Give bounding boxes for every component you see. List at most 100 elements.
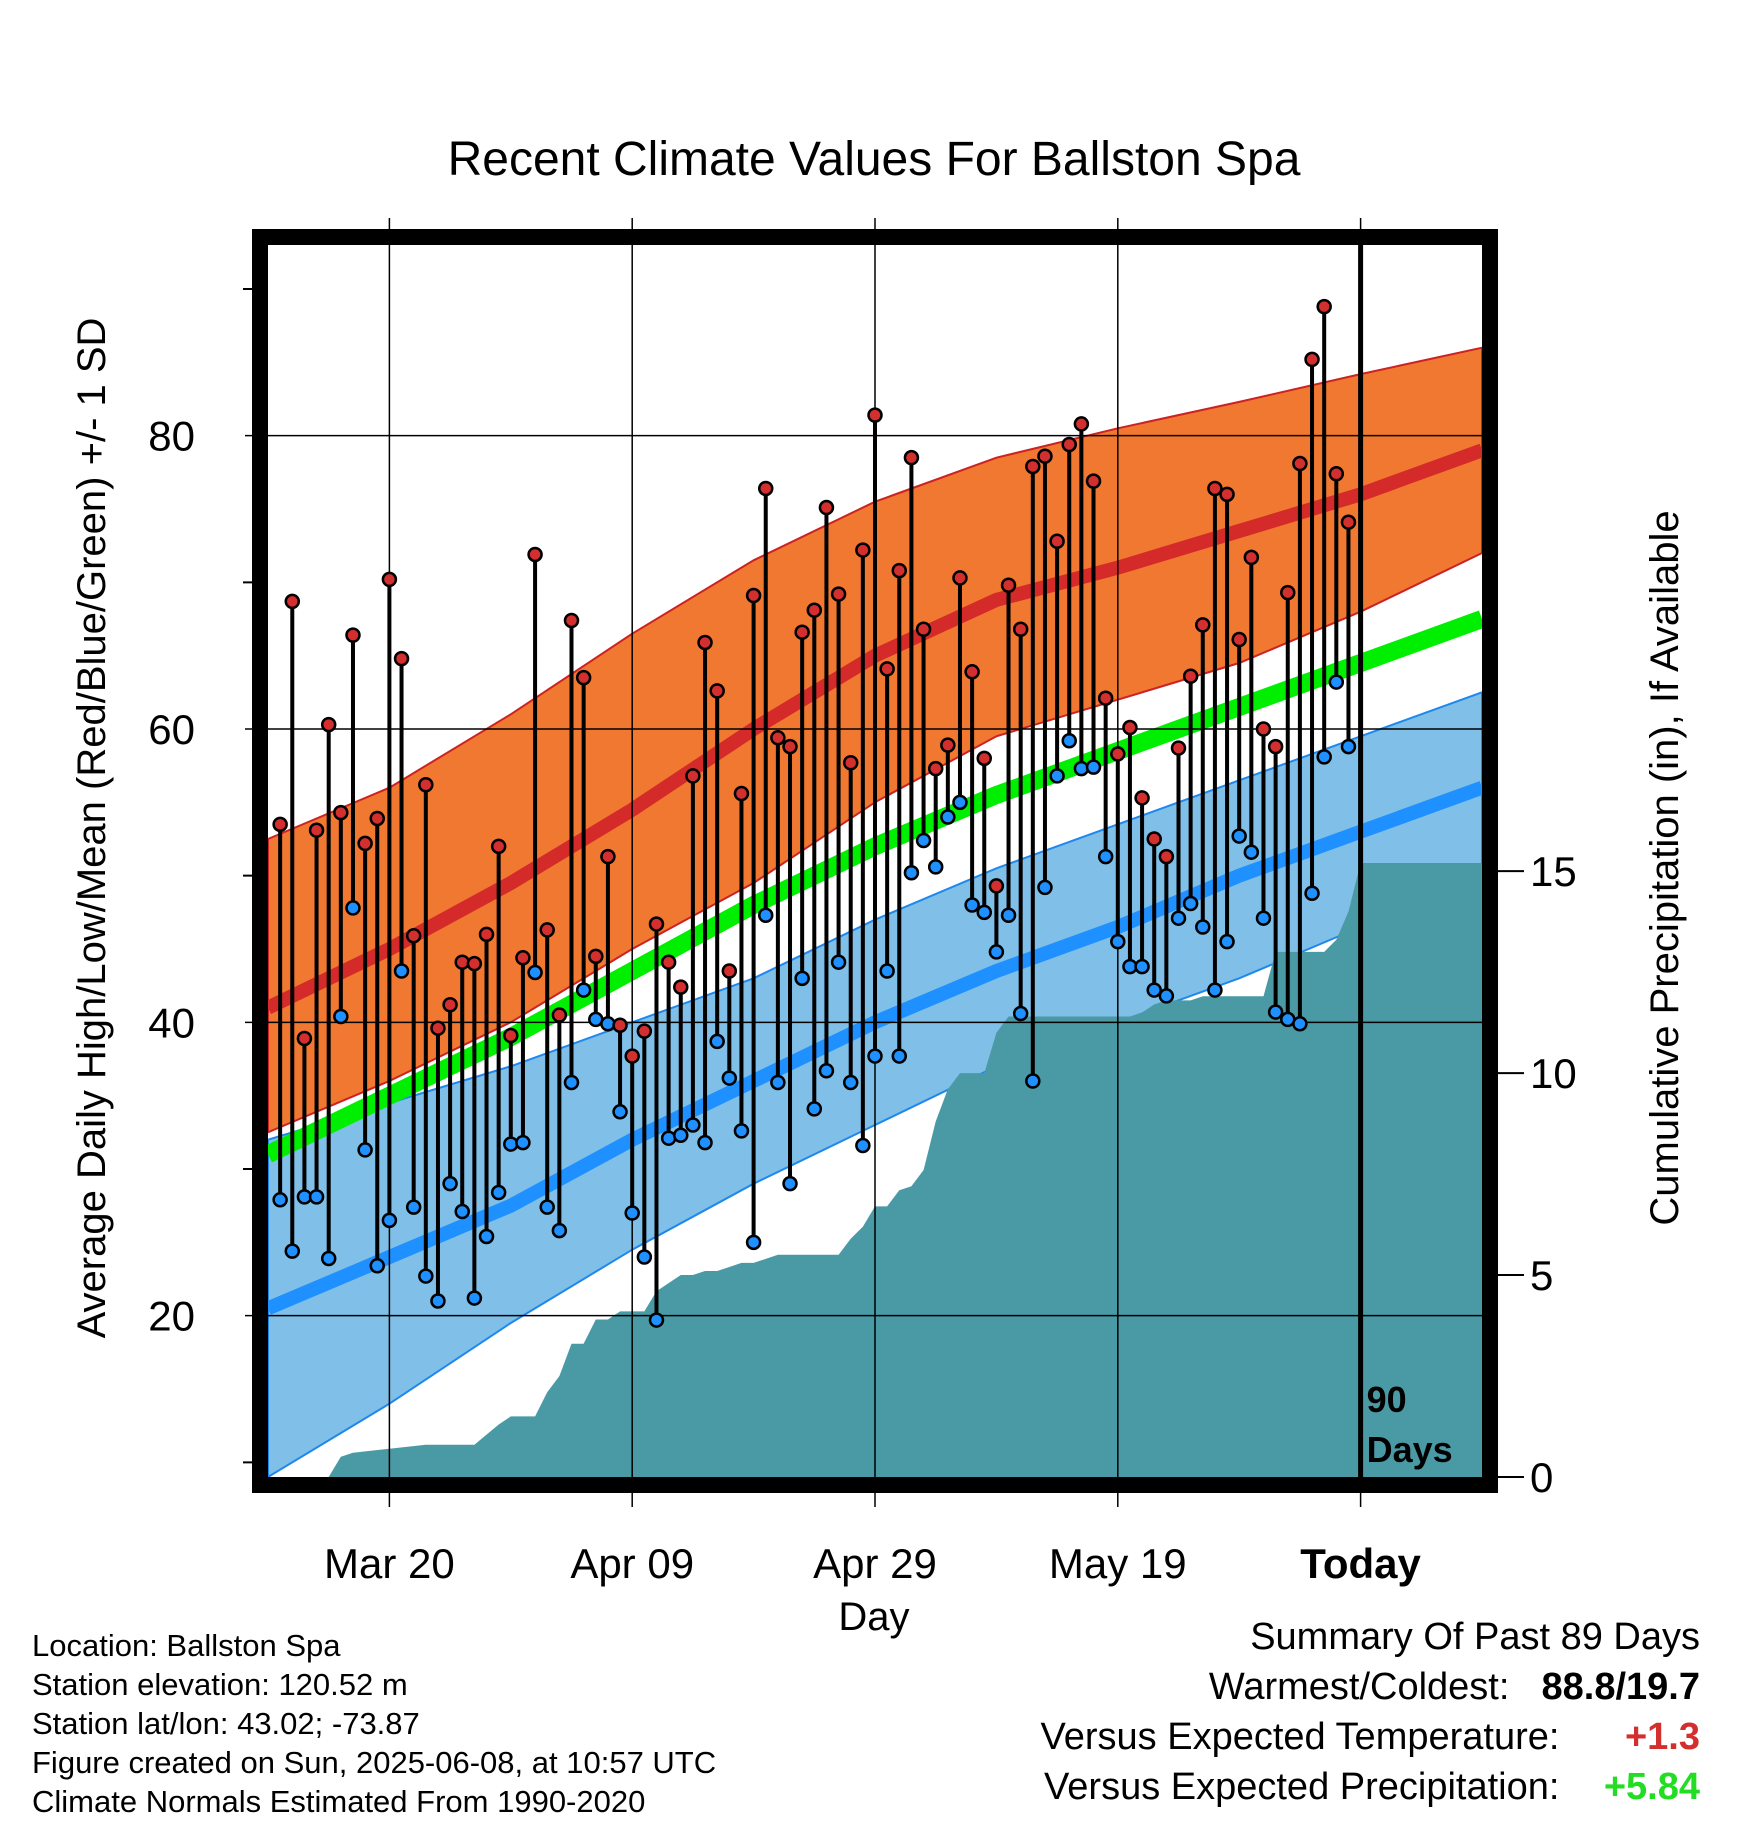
high-point — [940, 737, 956, 753]
high-point — [733, 785, 750, 802]
low-point — [636, 1249, 653, 1265]
high-point — [806, 602, 823, 618]
high-point — [430, 1020, 446, 1036]
low-point — [745, 1234, 762, 1251]
elevation-text: Station elevation: 120.52 m — [32, 1667, 408, 1702]
high-point — [1000, 577, 1017, 594]
low-point — [1243, 844, 1260, 860]
chart-title: Recent Climate Values For Ballston Spa — [448, 133, 1301, 186]
high-point — [466, 955, 483, 972]
low-point — [891, 1048, 908, 1064]
low-point — [660, 1130, 677, 1146]
high-point — [320, 716, 337, 733]
low-point — [1097, 848, 1114, 865]
y-tick-label-left: 40 — [148, 999, 195, 1046]
low-point — [527, 964, 543, 981]
low-point — [1049, 768, 1065, 784]
low-point — [733, 1123, 750, 1139]
normals-text: Climate Normals Estimated From 1990-2020 — [32, 1784, 646, 1819]
low-point — [442, 1175, 458, 1192]
high-point — [1182, 668, 1199, 684]
high-point — [1170, 740, 1187, 756]
x-tick-label: May 19 — [1049, 1540, 1187, 1587]
plot-border — [252, 229, 1498, 1493]
high-point — [1146, 831, 1162, 847]
y-axis-label-right: Cumulative Precipitation (in), If Availa… — [1643, 510, 1687, 1225]
high-point — [272, 816, 288, 833]
high-point — [745, 587, 762, 604]
low-point — [284, 1243, 301, 1259]
x-tick-label: Today — [1300, 1540, 1421, 1587]
high-point — [1316, 298, 1332, 315]
low-point — [830, 954, 847, 970]
high-point — [879, 661, 895, 677]
temp-label: Versus Expected Temperature: — [1040, 1716, 1560, 1758]
low-point — [976, 904, 993, 921]
high-point — [855, 542, 871, 558]
high-point — [927, 760, 944, 777]
high-point — [515, 950, 531, 966]
low-point — [490, 1184, 507, 1201]
low-point — [333, 1008, 349, 1025]
x-tick-label: Mar 20 — [324, 1540, 455, 1587]
low-point — [357, 1142, 373, 1158]
low-point — [563, 1074, 580, 1091]
high-point — [1122, 719, 1138, 736]
high-point — [709, 683, 725, 699]
low-point — [1195, 919, 1211, 935]
low-point — [1207, 982, 1223, 998]
low-point — [1134, 958, 1150, 975]
axis-ticks: 20 40 60 80 0 5 10 15 Mar 20 Apr 09 Apr 29 May 19 To… — [148, 288, 1577, 1587]
low-point — [369, 1258, 386, 1274]
low-point — [1146, 982, 1162, 998]
low-point — [1304, 885, 1320, 902]
low-point — [1061, 732, 1077, 749]
high-point — [563, 612, 580, 629]
high-point — [1255, 721, 1272, 737]
low-point — [782, 1175, 798, 1192]
high-point — [1134, 790, 1150, 806]
high-point — [345, 627, 361, 643]
high-point — [1219, 486, 1235, 503]
y-tick-label-right: 0 — [1530, 1454, 1553, 1501]
low-point — [697, 1134, 713, 1151]
low-point — [1267, 1004, 1284, 1020]
y-tick-label-left: 80 — [148, 413, 195, 460]
low-point — [915, 832, 932, 849]
high-point — [405, 928, 422, 944]
low-point — [806, 1101, 823, 1117]
high-point — [1037, 448, 1053, 464]
high-point — [988, 878, 1005, 894]
low-point — [1170, 910, 1187, 926]
low-point — [575, 982, 592, 998]
low-point — [685, 1117, 701, 1133]
high-point — [624, 1048, 640, 1064]
high-point — [842, 754, 859, 771]
high-point — [357, 835, 373, 852]
location-text: Location: Ballston Spa — [32, 1628, 341, 1663]
low-point — [430, 1293, 446, 1309]
low-point — [1037, 879, 1053, 896]
high-point — [1231, 631, 1247, 648]
summary-precip: Versus Expected Precipitation: +5.84 — [1041, 1762, 1700, 1812]
high-point — [976, 750, 993, 767]
high-point — [891, 562, 908, 579]
low-point — [1085, 759, 1102, 775]
high-point — [952, 570, 968, 586]
high-point — [1061, 436, 1077, 453]
low-point — [842, 1074, 859, 1091]
low-point — [381, 1212, 398, 1229]
y-tick-label-right: 10 — [1530, 1050, 1577, 1097]
precip-value: +5.84 — [1603, 1766, 1700, 1808]
precipitation-area — [268, 863, 1482, 1477]
high-point — [490, 838, 507, 855]
low-point — [1231, 828, 1247, 844]
low-point — [405, 1199, 422, 1215]
high-point — [478, 926, 495, 943]
low-point — [1292, 1016, 1308, 1032]
high-point — [915, 621, 932, 638]
plot-frame — [252, 229, 1498, 1493]
high-point — [770, 730, 786, 746]
high-point — [551, 1007, 568, 1023]
low-point — [988, 944, 1005, 960]
